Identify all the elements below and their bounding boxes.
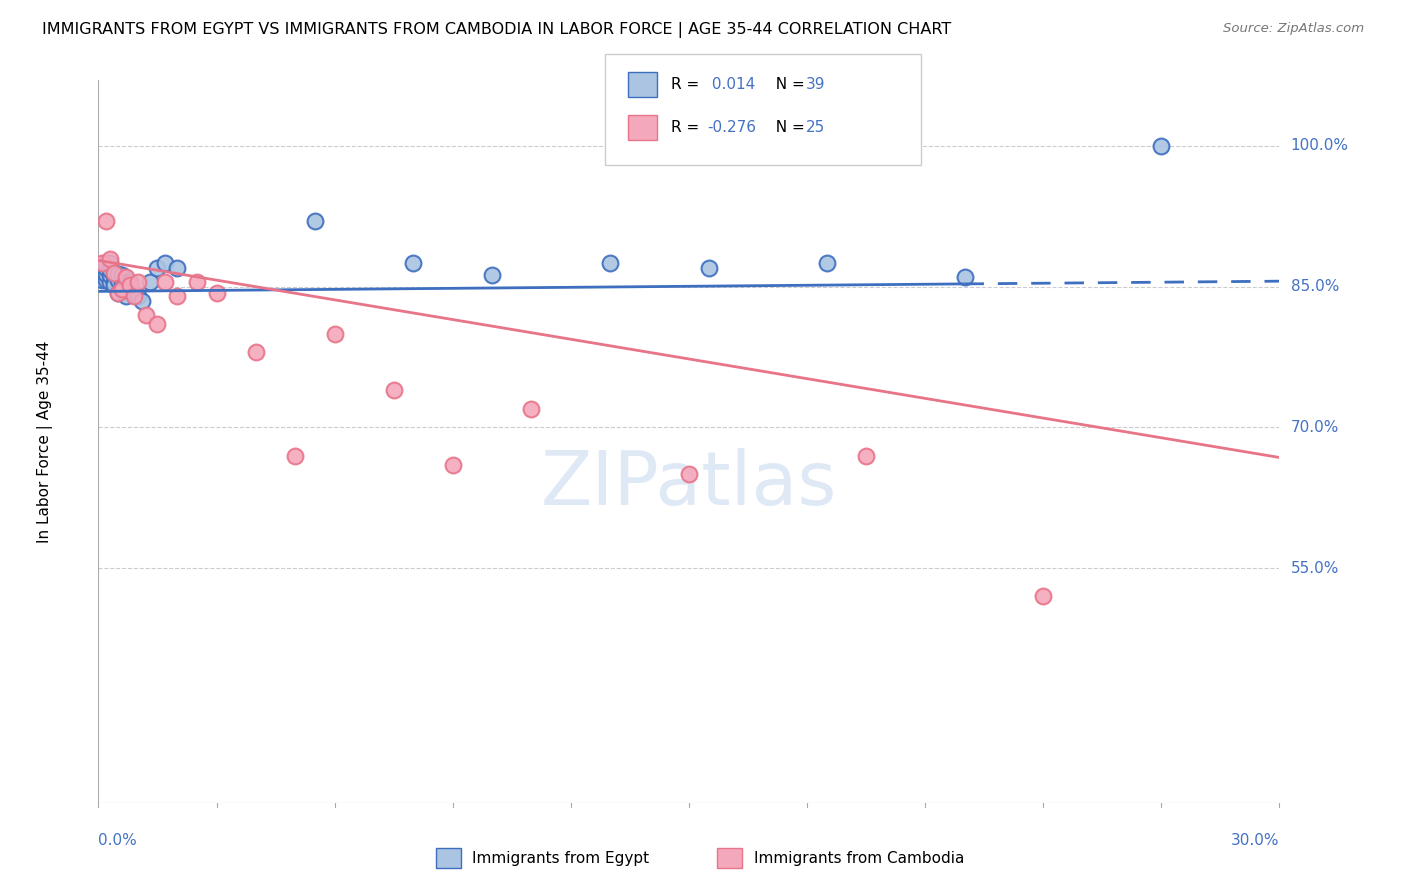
Text: 0.014: 0.014 xyxy=(707,78,755,92)
Point xyxy=(138,275,160,289)
Point xyxy=(186,275,208,289)
Point xyxy=(111,282,134,296)
Text: Immigrants from Egypt: Immigrants from Egypt xyxy=(472,851,650,865)
Point xyxy=(98,268,121,283)
Point xyxy=(115,270,138,285)
Point xyxy=(98,275,121,289)
Text: R =: R = xyxy=(671,78,704,92)
Point xyxy=(111,282,134,296)
Point xyxy=(118,285,141,299)
Point xyxy=(520,401,543,416)
Point xyxy=(127,289,149,303)
Text: IMMIGRANTS FROM EGYPT VS IMMIGRANTS FROM CAMBODIA IN LABOR FORCE | AGE 35-44 COR: IMMIGRANTS FROM EGYPT VS IMMIGRANTS FROM… xyxy=(42,22,952,38)
Text: N =: N = xyxy=(766,78,810,92)
Point xyxy=(304,214,326,228)
Point xyxy=(146,260,169,275)
Point xyxy=(678,467,700,482)
Point xyxy=(91,256,114,270)
Text: Immigrants from Cambodia: Immigrants from Cambodia xyxy=(754,851,965,865)
Text: 55.0%: 55.0% xyxy=(1291,561,1339,575)
Point xyxy=(166,260,188,275)
Point xyxy=(599,256,621,270)
Point xyxy=(382,383,405,397)
Point xyxy=(98,252,121,266)
Point xyxy=(107,267,129,281)
Point xyxy=(103,275,125,289)
Point xyxy=(96,273,118,287)
Point xyxy=(96,267,118,281)
Point xyxy=(205,286,228,301)
Point xyxy=(103,266,125,280)
Point xyxy=(855,449,877,463)
Point xyxy=(953,270,976,285)
Point xyxy=(127,275,149,289)
Point xyxy=(103,277,125,292)
Point xyxy=(111,275,134,289)
Point xyxy=(697,260,720,275)
Point xyxy=(115,275,138,289)
Point xyxy=(107,286,129,301)
Point xyxy=(441,458,464,472)
Text: 0.0%: 0.0% xyxy=(98,833,138,848)
Point xyxy=(96,214,118,228)
Point xyxy=(815,256,838,270)
Point xyxy=(98,262,121,277)
Point xyxy=(131,293,153,308)
Text: 25: 25 xyxy=(806,120,825,135)
Text: -0.276: -0.276 xyxy=(707,120,756,135)
Point xyxy=(122,289,145,303)
Point xyxy=(118,275,141,289)
Text: 70.0%: 70.0% xyxy=(1291,420,1339,435)
Text: 39: 39 xyxy=(806,78,825,92)
Point xyxy=(1032,590,1054,604)
Point xyxy=(323,326,346,341)
Point xyxy=(1150,139,1173,153)
Point xyxy=(107,273,129,287)
Text: 30.0%: 30.0% xyxy=(1232,833,1279,848)
Point xyxy=(107,286,129,301)
Text: 85.0%: 85.0% xyxy=(1291,279,1339,294)
Point xyxy=(103,268,125,283)
Text: Source: ZipAtlas.com: Source: ZipAtlas.com xyxy=(1223,22,1364,36)
Point xyxy=(245,345,267,359)
Point xyxy=(96,260,118,275)
Point xyxy=(135,308,157,322)
Text: ZIPatlas: ZIPatlas xyxy=(541,449,837,522)
Point xyxy=(155,275,177,289)
Point xyxy=(122,286,145,301)
Text: R =: R = xyxy=(671,120,704,135)
Point xyxy=(284,449,307,463)
Point xyxy=(118,277,141,292)
Point xyxy=(166,289,188,303)
Point xyxy=(111,268,134,283)
Point xyxy=(91,273,114,287)
Point xyxy=(155,256,177,270)
Text: In Labor Force | Age 35-44: In Labor Force | Age 35-44 xyxy=(38,341,53,542)
Point xyxy=(146,318,169,332)
Point xyxy=(402,256,425,270)
Point xyxy=(96,256,118,270)
Point xyxy=(481,268,503,283)
Point xyxy=(91,262,114,277)
Text: N =: N = xyxy=(766,120,810,135)
Point xyxy=(98,256,121,270)
Point xyxy=(115,289,138,303)
Text: 100.0%: 100.0% xyxy=(1291,138,1348,153)
Point xyxy=(91,268,114,283)
